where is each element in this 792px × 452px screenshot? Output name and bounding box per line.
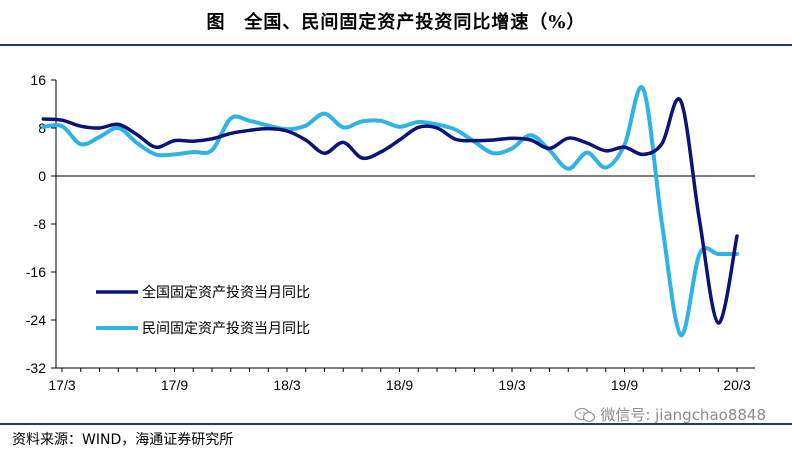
bottom-rule [0,423,792,425]
y-tick-label: 0 [38,168,46,184]
y-tick-label: -32 [26,360,46,376]
y-tick-label: -24 [26,312,46,328]
chart-title: 图 全国、民间固定资产投资同比增速（%） [206,12,586,33]
x-tick-label: 17/9 [161,377,188,393]
top-rule [0,44,792,46]
x-tick-label: 20/3 [723,377,750,393]
y-tick-label: -8 [34,216,47,232]
x-tick-label: 17/3 [48,377,75,393]
y-tick-label: 16 [30,72,46,88]
series-line-national [41,97,739,325]
x-tick-label: 18/9 [386,377,413,393]
wechat-icon [574,407,596,422]
y-tick-label: -16 [26,264,46,280]
watermark-text: 微信号: jiangchao8848 [600,406,766,424]
x-tick-label: 19/3 [498,377,525,393]
x-tick-label: 18/3 [273,377,300,393]
x-tick-label: 19/9 [611,377,638,393]
series-line-private [41,85,739,338]
source-note: 资料来源：WIND，海通证券研究所 [12,432,234,448]
watermark: 微信号: jiangchao8848 [574,404,766,425]
legend-label: 全国固定资产投资当月同比 [142,284,310,301]
legend-label: 民间固定资产投资当月同比 [142,321,310,337]
